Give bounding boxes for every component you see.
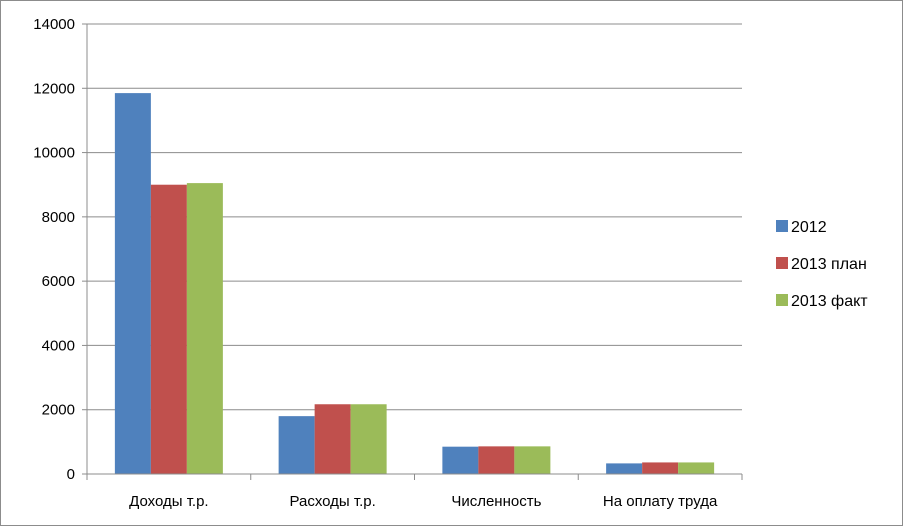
bar-2-4 <box>642 462 679 474</box>
legend-label-1: 2012 <box>791 219 827 236</box>
y-tick-label: 0 <box>67 466 75 483</box>
bar-3-3 <box>514 446 551 474</box>
x-tick-label: Доходы т.р. <box>129 493 208 510</box>
x-tick-label: На оплату труда <box>603 493 718 510</box>
y-tick-label: 12000 <box>33 80 75 97</box>
bar-1-3 <box>442 446 479 474</box>
bar-2-1 <box>150 184 187 474</box>
x-tick-label: Численность <box>451 493 541 510</box>
legend-label-3: 2013 факт <box>791 293 868 310</box>
legend-label-2: 2013 план <box>791 256 867 273</box>
bar-1-1 <box>114 93 151 474</box>
y-tick-label: 10000 <box>33 145 75 162</box>
bar-3-1 <box>186 183 223 474</box>
y-axis-ticks: 0 2000 4000 6000 8000 10000 12000 14000 <box>33 16 87 483</box>
bar-1-4 <box>606 463 643 474</box>
bar-3-4 <box>678 462 715 474</box>
y-tick-label: 8000 <box>42 209 75 226</box>
legend: 2012 2013 план 2013 факт <box>776 219 868 310</box>
legend-swatch-3 <box>776 294 788 306</box>
bar-3-2 <box>350 404 387 474</box>
bars <box>114 93 715 474</box>
y-tick-label: 14000 <box>33 16 75 33</box>
y-tick-label: 6000 <box>42 273 75 290</box>
y-tick-label: 4000 <box>42 337 75 354</box>
bar-2-2 <box>314 404 351 474</box>
x-axis-labels: Доходы т.р. Расходы т.р. Численность На опл… <box>129 493 718 510</box>
legend-swatch-1 <box>776 220 788 232</box>
y-tick-label: 2000 <box>42 402 75 419</box>
legend-swatch-2 <box>776 257 788 269</box>
bar-1-2 <box>278 416 315 474</box>
bar-2-3 <box>478 446 515 474</box>
x-tick-label: Расходы т.р. <box>289 493 375 510</box>
axes <box>86 24 743 480</box>
